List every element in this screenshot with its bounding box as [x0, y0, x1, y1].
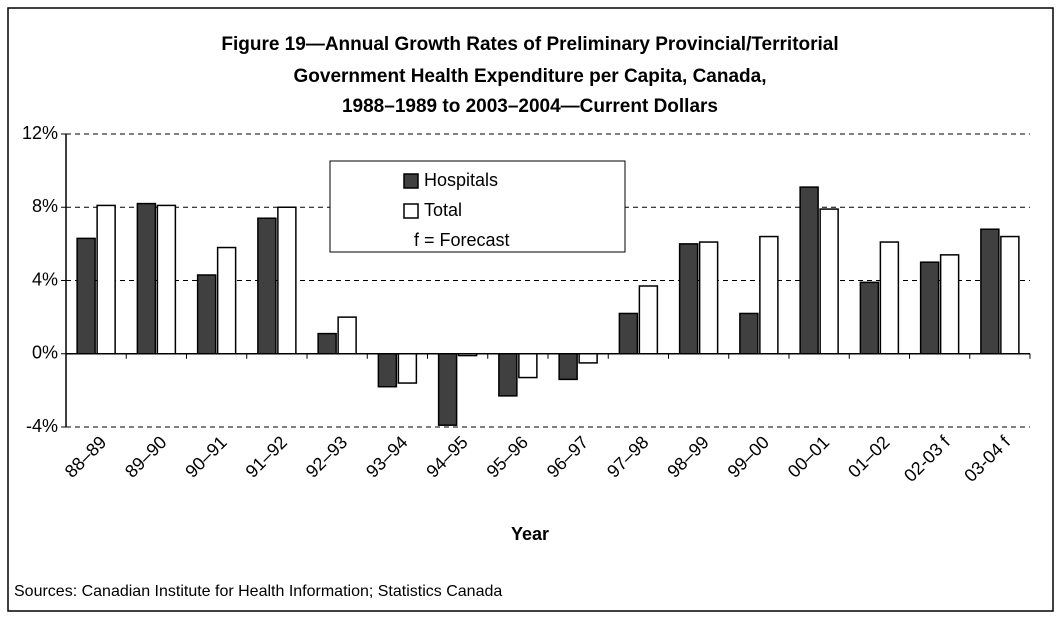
y-tick-label: 12% — [22, 123, 58, 143]
bar — [859, 281, 880, 355]
bar — [638, 285, 659, 355]
bar — [317, 332, 337, 355]
y-tick-label: 4% — [32, 269, 58, 289]
y-tick-label: 8% — [32, 196, 58, 216]
bar — [759, 235, 779, 355]
bar — [558, 353, 578, 381]
annotation: f = Forecast — [414, 230, 510, 250]
bar — [76, 237, 96, 355]
bar — [377, 353, 398, 388]
bar — [216, 246, 237, 355]
legend-label: Total — [424, 200, 462, 220]
chart-title: Government Health Expenditure per Capita… — [294, 66, 767, 87]
bar — [879, 241, 900, 355]
y-tick-label: 0% — [32, 343, 58, 363]
bar — [518, 353, 538, 379]
legend-label: Hospitals — [424, 170, 498, 190]
bar — [1000, 235, 1020, 355]
source: Sources: Canadian Institute for Health I… — [14, 583, 502, 600]
bar — [136, 202, 157, 355]
bar — [819, 208, 839, 355]
bar — [96, 204, 116, 355]
bar — [498, 353, 518, 397]
legend-swatch — [403, 173, 419, 189]
bar — [337, 316, 357, 355]
chart-title: Figure 19—Annual Growth Rates of Prelimi… — [221, 34, 838, 55]
x-axis-label: Year — [511, 524, 549, 544]
legend-box — [329, 160, 626, 253]
bar — [578, 353, 598, 364]
bar — [919, 261, 940, 355]
legend-swatch — [403, 203, 419, 219]
chart-title: 1988–1989 to 2003–2004—Current Dollars — [342, 96, 718, 117]
bar — [437, 353, 458, 426]
bar — [678, 243, 699, 355]
bar — [397, 353, 418, 384]
bar — [799, 186, 819, 355]
bar — [156, 204, 177, 355]
bar — [980, 228, 1000, 355]
y-tick-label: -4% — [26, 416, 58, 436]
bar — [939, 254, 960, 355]
bar — [698, 241, 719, 355]
bar — [618, 312, 639, 355]
bar — [277, 206, 297, 355]
bar — [257, 217, 277, 355]
bar — [739, 312, 759, 355]
bar — [196, 274, 217, 355]
